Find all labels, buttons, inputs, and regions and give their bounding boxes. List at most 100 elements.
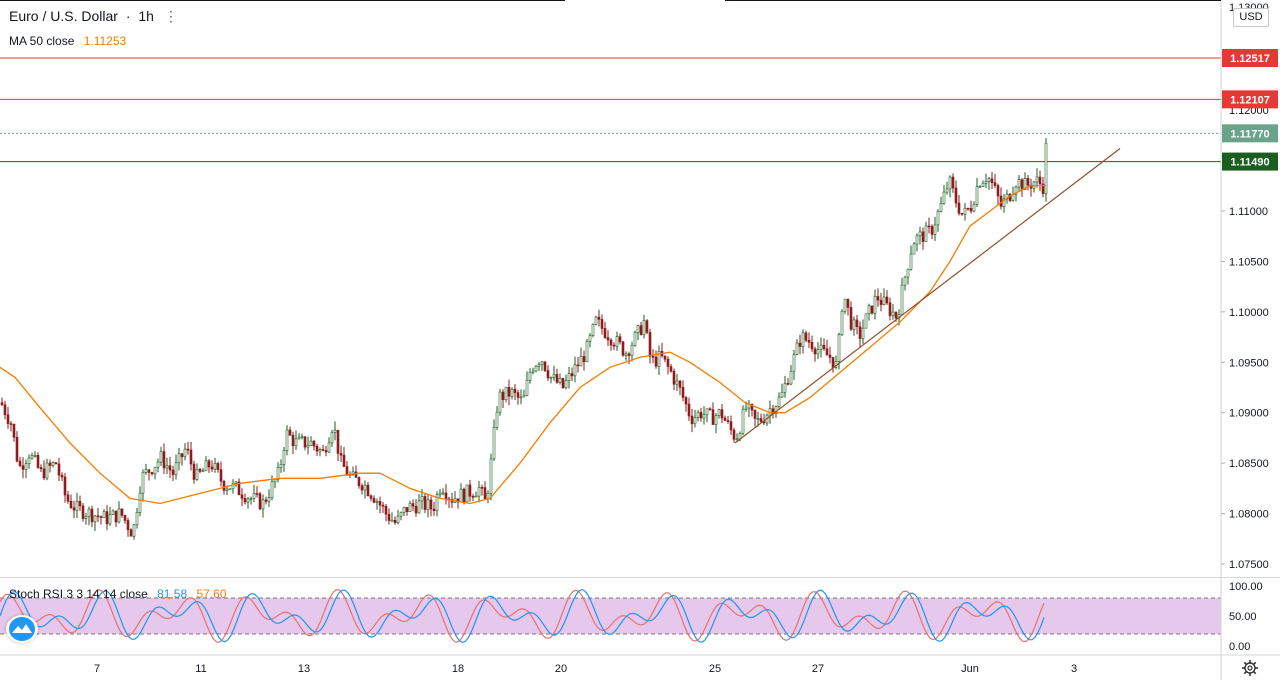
candle <box>489 453 493 501</box>
candle <box>249 496 253 505</box>
candle-body <box>930 226 934 235</box>
candle-body <box>993 182 997 186</box>
candle <box>816 342 820 360</box>
candle-body <box>42 468 46 479</box>
stoch-rsi-legend[interactable]: Stoch RSI 3 3 14 14 close 81.58 57.60 <box>9 587 227 601</box>
candle-body <box>300 436 304 439</box>
candle <box>390 512 394 522</box>
price-tick-label: 1.09000 <box>1229 408 1269 420</box>
candle-body <box>888 302 892 316</box>
candle-body <box>411 503 415 507</box>
candle <box>792 349 796 380</box>
candle <box>855 315 859 335</box>
stoch-rsi-k-line <box>0 588 1045 643</box>
candle-body <box>882 296 886 305</box>
candle-body <box>552 374 556 378</box>
candle-body <box>330 432 334 444</box>
candle-body <box>714 415 718 425</box>
candle-body <box>441 492 445 495</box>
candle <box>903 275 907 291</box>
candle <box>87 506 91 526</box>
ma-50-line[interactable] <box>0 184 1047 505</box>
tradingview-logo[interactable] <box>6 615 38 643</box>
candle-body <box>141 472 145 494</box>
candle-body <box>858 326 862 339</box>
candle <box>717 408 721 419</box>
stoch-rsi-pane[interactable] <box>0 588 1221 643</box>
candle-body <box>87 508 91 517</box>
candle <box>30 452 34 460</box>
settings-gear-icon[interactable] <box>1241 659 1259 677</box>
candle <box>696 409 700 422</box>
main-pane[interactable] <box>0 57 1221 540</box>
candle-body <box>420 496 424 502</box>
candle <box>45 458 49 481</box>
candle-body <box>393 519 397 524</box>
candle <box>282 446 286 472</box>
candle-body <box>135 512 139 526</box>
candle-body <box>306 445 310 448</box>
candle-body <box>984 181 988 184</box>
candle <box>123 514 127 524</box>
stoch-rsi-k-value: 81.58 <box>157 587 188 601</box>
candle <box>183 443 187 461</box>
candle <box>546 365 550 381</box>
ma-legend[interactable]: MA 50 close 1.11253 <box>9 34 126 48</box>
candle <box>849 301 853 332</box>
candle <box>867 303 871 321</box>
symbol-legend[interactable]: Euro / U.S. Dollar · 1h ⋮ <box>9 8 178 25</box>
candle-body <box>225 488 229 491</box>
candle-body <box>423 496 427 510</box>
candle-body <box>339 453 343 456</box>
candle <box>336 429 340 462</box>
candle <box>924 221 928 242</box>
candle <box>864 313 868 329</box>
currency-label[interactable]: USD <box>1233 8 1269 27</box>
candle <box>363 480 367 499</box>
candle-body <box>138 492 142 513</box>
candle-body <box>6 414 10 424</box>
candle-body <box>693 416 697 425</box>
candle-body <box>234 481 238 484</box>
candle <box>663 355 667 363</box>
candle-body <box>681 387 685 398</box>
candle <box>564 374 568 390</box>
candle <box>543 361 547 372</box>
candle <box>114 510 118 527</box>
candle <box>111 509 115 516</box>
candle-body <box>255 493 259 495</box>
candle-body <box>957 202 961 214</box>
candle-body <box>675 380 679 385</box>
candle-body <box>24 463 28 470</box>
candle <box>342 446 346 467</box>
candle <box>477 480 481 503</box>
candle-body <box>780 391 784 398</box>
candle-body <box>816 349 820 355</box>
candle <box>828 346 832 364</box>
candle-body <box>291 434 295 447</box>
candle-body <box>627 353 631 356</box>
candle-body <box>333 429 337 433</box>
candle <box>516 389 520 405</box>
candle-body <box>207 460 211 468</box>
candle <box>33 451 37 458</box>
candle-body <box>192 463 196 480</box>
candle <box>483 481 487 499</box>
candle-body <box>189 449 193 465</box>
candle-body <box>840 310 844 335</box>
candle <box>99 515 103 525</box>
candle-body <box>717 409 721 417</box>
candle <box>132 524 136 540</box>
legend-more-icon[interactable]: ⋮ <box>163 8 178 24</box>
candle-body <box>123 515 127 521</box>
logo-badge <box>9 617 35 641</box>
candle-body <box>282 450 286 465</box>
candle <box>852 316 856 336</box>
candle-body <box>1041 183 1045 194</box>
trendline[interactable] <box>734 147 1121 444</box>
candle <box>987 177 991 190</box>
time-tick-label: 18 <box>452 663 464 675</box>
candle-body <box>417 500 421 514</box>
candle <box>1038 170 1042 192</box>
